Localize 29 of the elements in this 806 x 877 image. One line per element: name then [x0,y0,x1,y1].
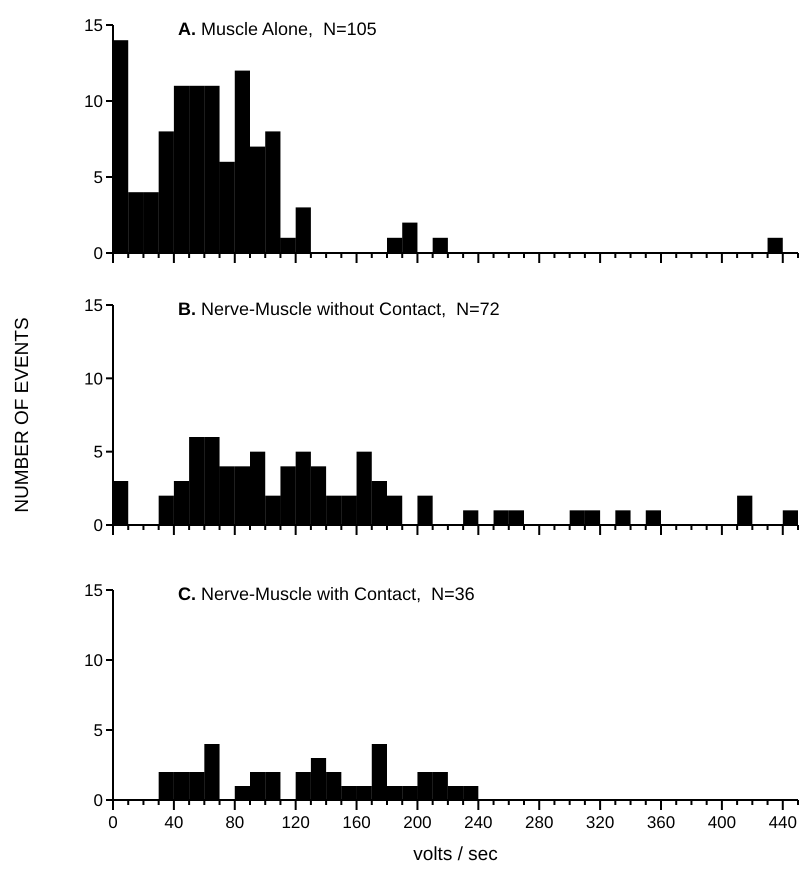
x-tick-label: 440 [768,813,797,832]
x-tick-label: 40 [164,813,184,832]
y-tick-label: 15 [84,296,103,315]
x-tick-label: 280 [525,813,554,832]
y-tick-label: 5 [94,168,103,187]
y-tick-label: 15 [84,580,103,600]
x-tick-label: 160 [342,813,371,832]
x-tick-label: 80 [225,813,244,832]
y-tick-label: 0 [94,516,103,535]
y-tick-label: 15 [84,16,103,35]
y-axis-title: NUMBER OF EVENTS [12,317,33,513]
x-tick-label: 0 [108,813,118,832]
y-tick-label: 0 [94,790,103,810]
y-tick-label: 0 [94,244,103,263]
x-tick-label: 240 [464,813,493,832]
chart-title: C. Nerve-Muscle with Contact, N=36 [178,584,475,604]
x-tick-label: 120 [281,813,310,832]
y-tick-label: 10 [84,650,103,670]
y-tick-label: 10 [84,369,103,388]
y-tick-label: 5 [94,442,103,462]
x-axis-title: volts / sec [413,844,498,865]
chart-title: B. Nerve-Muscle without Contact, N=72 [178,299,500,319]
x-tick-label: 320 [586,813,614,832]
y-tick-label: 5 [94,720,103,740]
x-tick-label: 360 [646,813,676,832]
chart-title: A. Muscle Alone, N=105 [178,19,377,39]
x-tick-label: 400 [708,813,736,832]
x-tick-label: 200 [403,813,432,832]
y-tick-label: 10 [84,92,103,111]
